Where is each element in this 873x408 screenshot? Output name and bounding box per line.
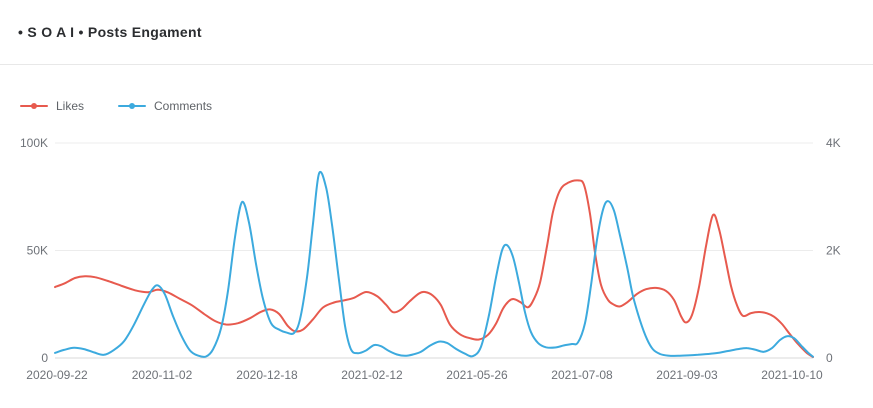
engagement-line-chart[interactable]: 0 0 50K 2K 100K 4K 2020-09-22 2020-11-02 2020-12… xyxy=(0,130,873,403)
x-tick-label: 2021-09-03 xyxy=(656,368,718,382)
legend-label-likes: Likes xyxy=(56,99,85,113)
x-tick-label: 2021-05-26 xyxy=(446,368,508,382)
y-right-tick-label: 0 xyxy=(826,351,833,365)
chart-title: • S O A I • Posts Engament xyxy=(18,24,202,40)
y-left-tick-label: 100K xyxy=(20,136,48,150)
legend-item-likes[interactable]: Likes xyxy=(20,99,84,113)
x-tick-label: 2020-09-22 xyxy=(26,368,88,382)
x-tick-label: 2020-12-18 xyxy=(236,368,298,382)
x-tick-label: 2021-10-10 xyxy=(761,368,823,382)
comments-line-icon xyxy=(118,100,147,112)
likes-line-icon xyxy=(20,100,48,112)
chart-legend: Likes Comments xyxy=(20,99,212,113)
card-header: • S O A I • Posts Engament xyxy=(0,0,873,65)
y-left-tick-label: 50K xyxy=(27,244,48,258)
x-tick-label: 2020-11-02 xyxy=(132,368,193,382)
y-right-tick-label: 4K xyxy=(826,136,841,150)
y-right-tick-label: 2K xyxy=(826,244,841,258)
series-line-likes xyxy=(54,179,814,359)
x-tick-label: 2021-07-08 xyxy=(551,368,613,382)
legend-label-comments: Comments xyxy=(154,99,213,113)
x-tick-label: 2021-02-12 xyxy=(341,368,403,382)
series-line-comments xyxy=(54,170,814,358)
y-left-tick-label: 0 xyxy=(41,351,48,365)
legend-item-comments[interactable]: Comments xyxy=(118,99,212,113)
chart-canvas: 0 0 50K 2K 100K 4K 2020-09-22 2020-11-02 2020-12… xyxy=(20,136,841,382)
